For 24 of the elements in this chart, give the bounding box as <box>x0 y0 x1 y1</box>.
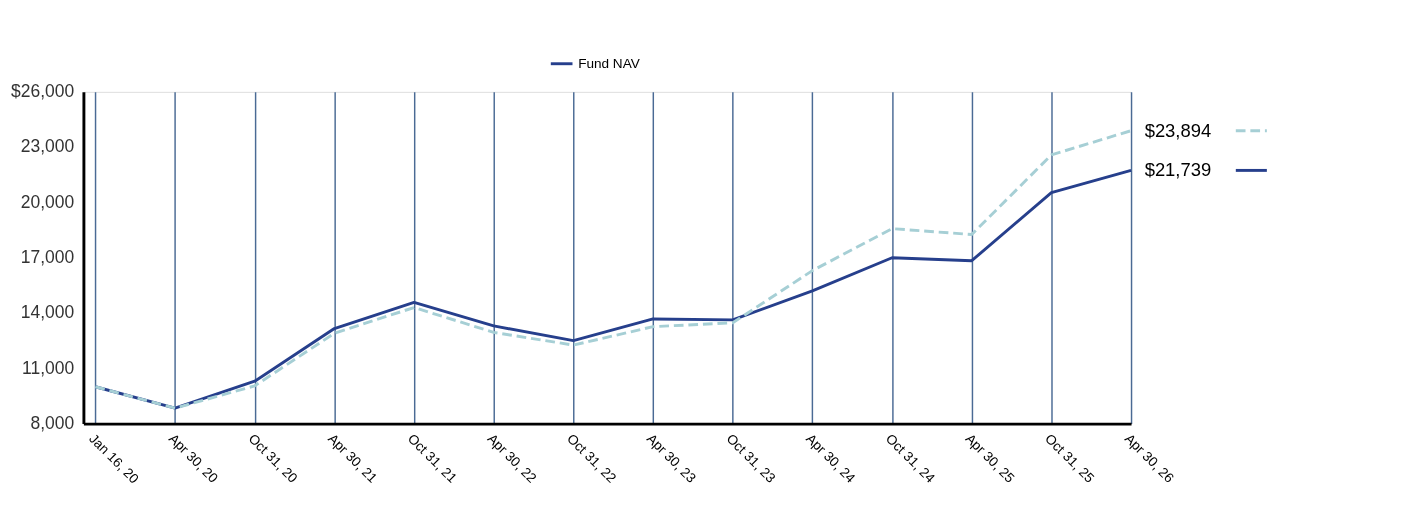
x-tick-label: Apr 30, 20 <box>165 430 222 487</box>
x-tick-label: Oct 31, 20 <box>245 430 301 487</box>
data-label: $21,739 <box>1144 159 1212 181</box>
x-tick-label: Oct 31, 23 <box>723 430 779 486</box>
x-tick-label: Apr 30, 25 <box>962 430 1018 486</box>
x-tick-label: Oct 31, 24 <box>882 430 939 487</box>
x-tick-label: Jan 16, 20 <box>86 430 142 487</box>
y-tick-label: 8,000 <box>30 412 75 433</box>
x-tick-label: Apr 30, 26 <box>1121 430 1177 486</box>
y-tick-label: $26,000 <box>11 81 75 102</box>
y-tick-label: 20,000 <box>20 191 75 212</box>
x-tick-label: Oct 31, 21 <box>404 430 460 486</box>
y-tick-label: 14,000 <box>20 302 75 323</box>
x-tick-label: Oct 31, 22 <box>564 430 620 486</box>
x-tick-label: Apr 30, 24 <box>803 430 859 487</box>
legend-label: Fund NAV <box>578 55 640 71</box>
x-tick-label: Apr 30, 23 <box>643 430 699 486</box>
y-tick-label: 23,000 <box>20 136 75 157</box>
x-tick-label: Oct 31, 25 <box>1042 430 1098 486</box>
x-tick-label: Apr 30, 21 <box>325 430 381 486</box>
y-tick-label: 11,000 <box>22 357 75 378</box>
x-tick-label: Apr 30, 22 <box>484 430 540 486</box>
y-tick-label: 17,000 <box>20 247 75 268</box>
data-label: $23,894 <box>1144 119 1212 141</box>
